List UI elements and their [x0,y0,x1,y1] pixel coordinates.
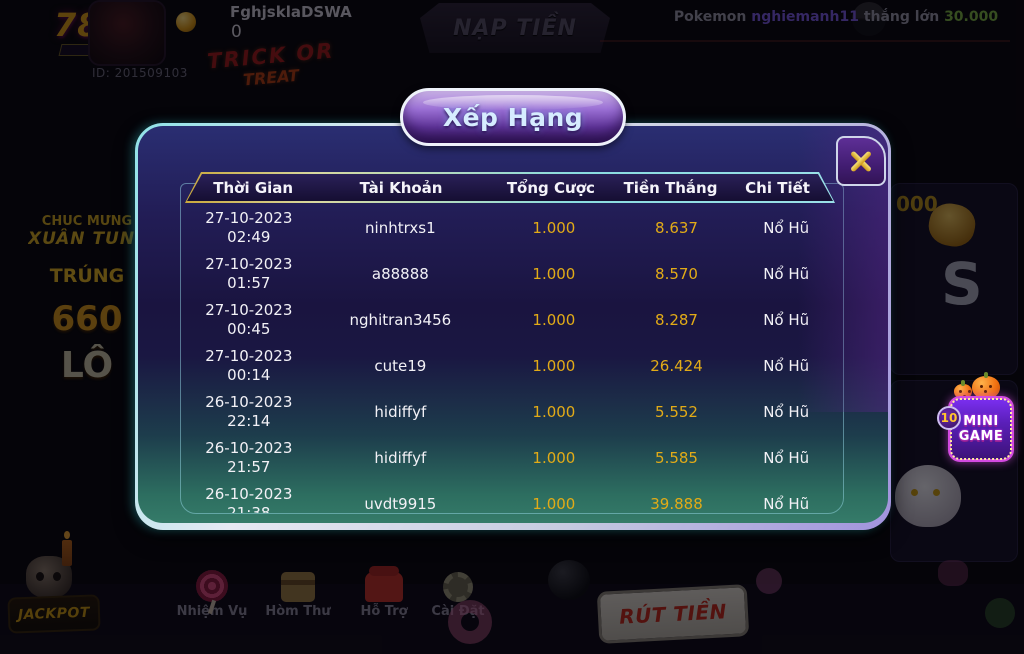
table-row: 26-10-2023 21:38 uvdt9915 1.000 39.888 Nổ… [181,481,843,514]
minigame-label-line2: GAME [958,429,1004,444]
table-body: 27-10-2023 02:49 ninhtrxs1 1.000 8.637 Nổ… [181,205,843,514]
cell-detail: Nổ Hũ [763,495,810,513]
ranking-modal-body: Thời Gian Tài Khoản Tổng Cược Tiền Thắng… [138,126,888,523]
cell-account: uvdt9915 [364,495,437,513]
cell-time: 27-10-2023 00:45 [205,301,293,338]
cell-account: ninhtrxs1 [365,219,436,237]
cell-detail: Nổ Hũ [763,219,810,237]
cell-time: 26-10-2023 21:57 [205,439,293,476]
cell-total-bet: 1.000 [532,357,576,375]
cell-time: 26-10-2023 21:38 [205,485,293,514]
cell-winnings: 8.637 [655,219,698,237]
cell-winnings: 8.570 [655,265,698,283]
ranking-table: 27-10-2023 02:49 ninhtrxs1 1.000 8.637 Nổ… [180,183,844,514]
table-row: 27-10-2023 01:57 a88888 1.000 8.570 Nổ Hũ [181,251,843,297]
cell-detail: Nổ Hũ [763,403,810,421]
table-row: 27-10-2023 00:45 nghitran3456 1.000 8.287… [181,297,843,343]
pumpkin-icon [954,384,972,399]
cell-winnings: 26.424 [650,357,703,375]
column-header-detail: Chi Tiết [745,178,810,197]
minigame-count-badge: 10 [937,406,961,430]
table-row: 27-10-2023 00:14 cute19 1.000 26.424 Nổ H… [181,343,843,389]
cell-total-bet: 1.000 [532,219,576,237]
cell-detail: Nổ Hũ [763,311,810,329]
pumpkin-icon [972,376,1000,399]
column-header-total-bet: Tổng Cược [506,178,595,197]
cell-total-bet: 1.000 [532,449,576,467]
cell-account: cute19 [374,357,427,375]
cell-winnings: 5.585 [655,449,698,467]
table-row: 27-10-2023 02:49 ninhtrxs1 1.000 8.637 Nổ… [181,205,843,251]
ranking-modal: Xếp Hạng Thời Gian Tài Khoản Tổng Cược T… [135,88,891,530]
table-row: 26-10-2023 22:14 hidiffyf 1.000 5.552 Nổ … [181,389,843,435]
minigame-label-line1: MINI [963,414,999,429]
cell-total-bet: 1.000 [532,403,576,421]
cell-total-bet: 1.000 [532,265,576,283]
close-button[interactable] [836,136,886,186]
modal-title-banner: Xếp Hạng [400,88,626,146]
cell-winnings: 5.552 [655,403,698,421]
minigame-panel: MINI GAME [948,396,1014,462]
cell-time: 26-10-2023 22:14 [205,393,293,430]
table-header-row: Thời Gian Tài Khoản Tổng Cược Tiền Thắng… [187,174,833,201]
cell-time: 27-10-2023 00:14 [205,347,293,384]
column-header-time: Thời Gian [213,178,294,197]
cell-detail: Nổ Hũ [763,265,810,283]
cell-account: a88888 [371,265,429,283]
column-header-winnings: Tiền Thắng [623,178,718,197]
table-header: Thời Gian Tài Khoản Tổng Cược Tiền Thắng… [185,172,835,203]
cell-account: nghitran3456 [349,311,452,329]
cell-detail: Nổ Hũ [763,449,810,467]
cell-account: hidiffyf [374,449,427,467]
cell-account: hidiffyf [374,403,427,421]
cell-winnings: 39.888 [650,495,703,513]
cell-detail: Nổ Hũ [763,357,810,375]
modal-title: Xếp Hạng [442,102,584,132]
cell-time: 27-10-2023 02:49 [205,209,293,246]
cell-winnings: 8.287 [655,311,698,329]
cell-time: 27-10-2023 01:57 [205,255,293,292]
column-header-account: Tài Khoản [359,178,443,197]
cell-total-bet: 1.000 [532,311,576,329]
cell-total-bet: 1.000 [532,495,576,513]
table-row: 26-10-2023 21:57 hidiffyf 1.000 5.585 Nổ … [181,435,843,481]
minigame-button[interactable]: MINI GAME 10 [937,376,1018,484]
